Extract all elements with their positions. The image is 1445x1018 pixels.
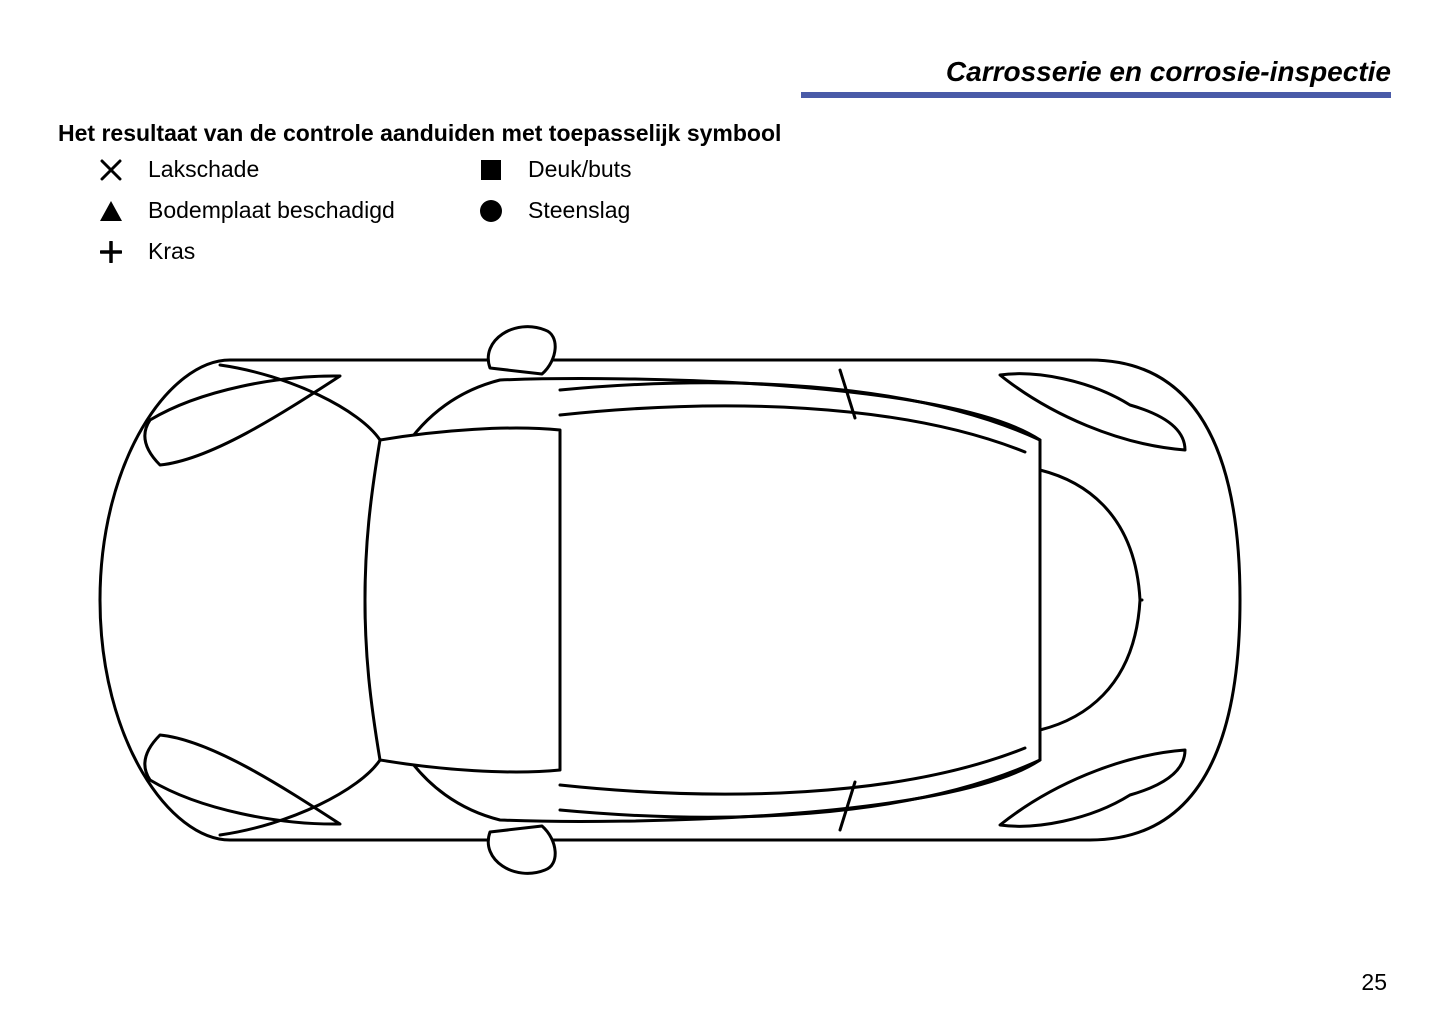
page-title: Carrosserie en corrosie-inspectie xyxy=(801,56,1391,92)
circle-icon xyxy=(478,198,504,224)
car-top-view-diagram xyxy=(80,320,1260,885)
symbol-legend: Lakschade Deuk/buts Bodemplaat beschadig… xyxy=(98,156,818,265)
square-icon xyxy=(478,157,504,183)
legend-item-lakschade: Lakschade xyxy=(98,156,478,183)
legend-item-steenslag: Steenslag xyxy=(478,197,818,224)
legend-item-kras: Kras xyxy=(98,238,478,265)
x-icon xyxy=(98,157,124,183)
header-underline xyxy=(801,92,1391,98)
instruction-text: Het resultaat van de controle aanduiden … xyxy=(58,120,781,147)
plus-icon xyxy=(98,239,124,265)
page-header: Carrosserie en corrosie-inspectie xyxy=(801,56,1391,98)
page-number: 25 xyxy=(1361,969,1387,996)
legend-item-bodemplaat: Bodemplaat beschadigd xyxy=(98,197,478,224)
triangle-icon xyxy=(98,198,124,224)
legend-label: Kras xyxy=(148,238,195,265)
legend-label: Lakschade xyxy=(148,156,259,183)
legend-label: Bodemplaat beschadigd xyxy=(148,197,395,224)
legend-label: Steenslag xyxy=(528,197,630,224)
legend-item-deukbuts: Deuk/buts xyxy=(478,156,818,183)
legend-label: Deuk/buts xyxy=(528,156,632,183)
